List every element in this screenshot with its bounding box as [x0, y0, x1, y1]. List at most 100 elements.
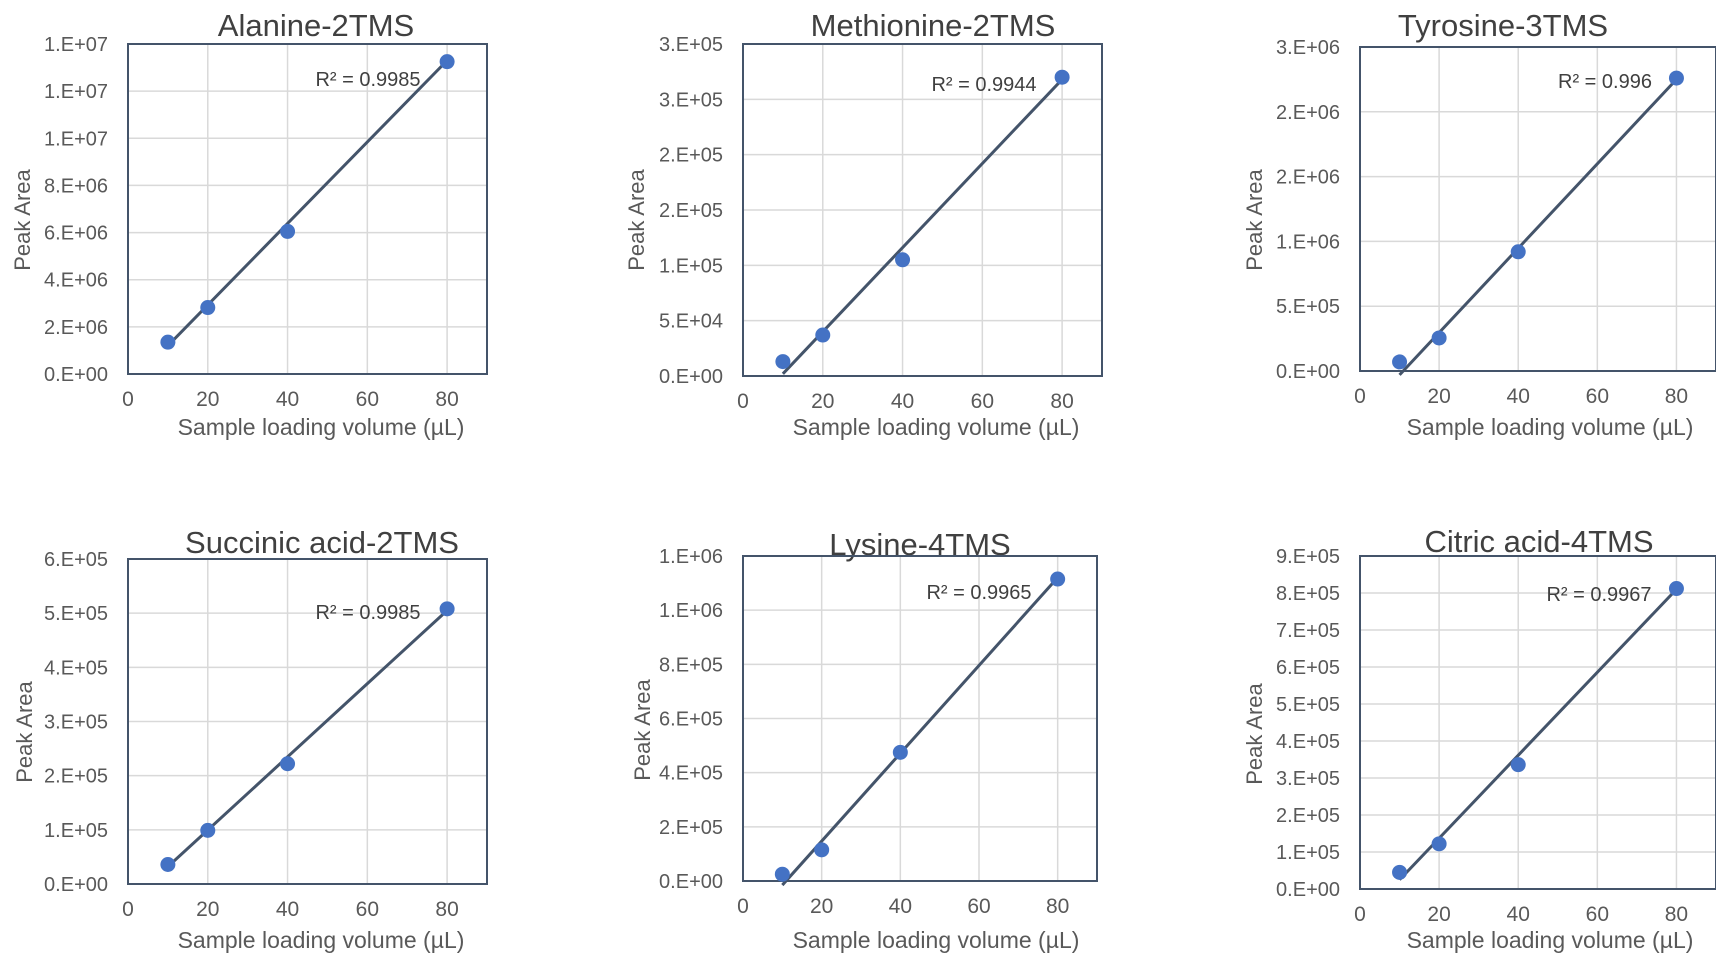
plot-border [127, 558, 488, 885]
y-tick-label: 1.E+05 [44, 820, 108, 842]
plot-area: 0 20 40 60 80 0.E+00 2.E+06 4.E+06 6.E+06 8.E+06 1… [44, 34, 488, 411]
y-tick-label: 4.E+05 [659, 763, 723, 785]
r-squared-label: R² = 0.9985 [315, 69, 420, 91]
y-tick-label: 3.E+05 [1276, 768, 1340, 790]
y-tick-label: 5.E+05 [44, 603, 108, 625]
data-point [1392, 354, 1408, 370]
r-squared-label: R² = 0.996 [1558, 71, 1652, 93]
data-point [1050, 571, 1066, 587]
y-tick-label: 9.E+05 [1276, 546, 1340, 568]
x-tick-label: 40 [891, 390, 914, 413]
plot-area: 0 20 40 60 80 0.E+00 5.E+04 1.E+05 2.E+05 2.E+05 3… [659, 34, 1103, 413]
y-tick-label: 1.E+07 [44, 81, 108, 103]
y-tick-label: 2.E+05 [659, 200, 723, 222]
y-tick-label: 5.E+04 [659, 311, 723, 333]
y-tick-label: 8.E+05 [1276, 583, 1340, 605]
data-point [1392, 864, 1408, 880]
y-tick-label: 2.E+05 [1276, 805, 1340, 827]
y-tick-label: 3.E+05 [659, 34, 723, 56]
r-squared-label: R² = 0.9965 [926, 582, 1031, 604]
y-tick-label: 3.E+05 [659, 89, 723, 111]
plot-area: 0 20 40 60 80 0.E+00 1.E+05 2.E+05 3.E+05 4.E+05 5… [44, 549, 488, 921]
x-axis-label: Sample loading volume (µL) [793, 927, 1080, 953]
y-tick-label: 3.E+06 [1276, 37, 1340, 59]
data-point [815, 327, 831, 343]
trendline [1398, 78, 1678, 376]
x-axis-label: Sample loading volume (µL) [793, 414, 1080, 440]
x-tick-label: 0 [122, 388, 134, 411]
r-squared-label: R² = 0.9944 [931, 74, 1036, 96]
y-tick-label: 4.E+05 [1276, 731, 1340, 753]
data-point [160, 857, 176, 872]
y-tick-label: 0.E+00 [659, 366, 723, 388]
chart-panel-citric-acid: Citric acid-4TMS Sample loading volume (… [1242, 524, 1716, 953]
plot-area: 0 20 40 60 80 0.E+00 2.E+05 4.E+05 6.E+05 8.E+05 1… [659, 546, 1098, 918]
y-tick-label: 1.E+06 [1276, 231, 1340, 253]
chart-panel-lysine: Lysine-4TMS Sample loading volume (µL) P… [630, 527, 1098, 953]
data-point [439, 601, 455, 617]
x-tick-label: 20 [810, 895, 833, 918]
data-point [1431, 330, 1447, 346]
chart-title: Methionine-2TMS [811, 8, 1056, 43]
plot-border [742, 43, 1103, 377]
y-tick-label: 0.E+00 [44, 874, 108, 896]
r-squared-label: R² = 0.9967 [1546, 584, 1651, 606]
y-tick-label: 2.E+05 [44, 766, 108, 788]
y-tick-label: 7.E+05 [1276, 620, 1340, 642]
y-tick-label: 1.E+07 [44, 128, 108, 150]
y-tick-label: 0.E+00 [659, 871, 723, 893]
y-tick-label: 6.E+06 [44, 223, 108, 245]
data-point [200, 300, 216, 316]
data-point [892, 744, 908, 760]
x-tick-label: 0 [1354, 385, 1366, 408]
x-tick-label: 40 [1507, 903, 1530, 926]
x-tick-label: 20 [196, 898, 219, 921]
y-tick-label: 8.E+05 [659, 654, 723, 676]
y-tick-label: 2.E+05 [659, 817, 723, 839]
y-tick-label: 5.E+05 [1276, 296, 1340, 318]
trendline [166, 609, 449, 868]
y-tick-label: 4.E+06 [44, 270, 108, 292]
data-point [895, 252, 911, 268]
plot-area: 0 20 40 60 80 0.E+00 1.E+05 2.E+05 3.E+05 4.E+05 5… [1276, 546, 1716, 926]
x-tick-label: 80 [1050, 390, 1073, 413]
trendline [1398, 588, 1678, 881]
x-tick-label: 0 [1354, 903, 1366, 926]
data-point [280, 756, 296, 772]
x-tick-label: 40 [276, 388, 299, 411]
y-tick-label: 0.E+00 [1276, 879, 1340, 901]
data-point [774, 866, 790, 882]
y-tick-label: 6.E+05 [44, 549, 108, 571]
y-tick-label: 3.E+05 [44, 712, 108, 734]
plot-border [742, 555, 1098, 882]
plot-border [127, 43, 488, 375]
plot-border [1359, 46, 1716, 372]
x-tick-label: 40 [276, 898, 299, 921]
data-point [280, 223, 296, 239]
x-tick-label: 0 [737, 895, 749, 918]
x-tick-label: 60 [1586, 903, 1609, 926]
trendline [166, 59, 449, 347]
x-tick-label: 0 [737, 390, 749, 413]
plot-area: 0 20 40 60 80 0.E+00 5.E+05 1.E+06 2.E+06 2.E+06 3… [1276, 37, 1716, 408]
x-tick-label: 40 [1507, 385, 1530, 408]
y-tick-label: 5.E+05 [1276, 694, 1340, 716]
y-tick-label: 1.E+05 [1276, 842, 1340, 864]
y-tick-label: 4.E+05 [44, 657, 108, 679]
y-axis-label: Peak Area [1242, 682, 1267, 784]
y-tick-label: 1.E+06 [659, 600, 723, 622]
y-tick-label: 2.E+06 [44, 317, 108, 339]
x-tick-label: 0 [122, 898, 134, 921]
y-tick-label: 1.E+05 [659, 255, 723, 277]
x-axis-label: Sample loading volume (µL) [178, 414, 465, 440]
y-tick-label: 0.E+00 [1276, 361, 1340, 383]
data-point [1510, 244, 1526, 260]
x-tick-label: 60 [1586, 385, 1609, 408]
data-point [1054, 69, 1070, 85]
plot-border [1359, 555, 1716, 890]
y-tick-label: 1.E+07 [44, 34, 108, 56]
chart-panel-methionine: Methionine-2TMS Sample loading volume (µ… [624, 8, 1103, 440]
y-axis-label: Peak Area [624, 168, 649, 270]
data-point [439, 54, 455, 70]
x-tick-label: 80 [435, 898, 458, 921]
